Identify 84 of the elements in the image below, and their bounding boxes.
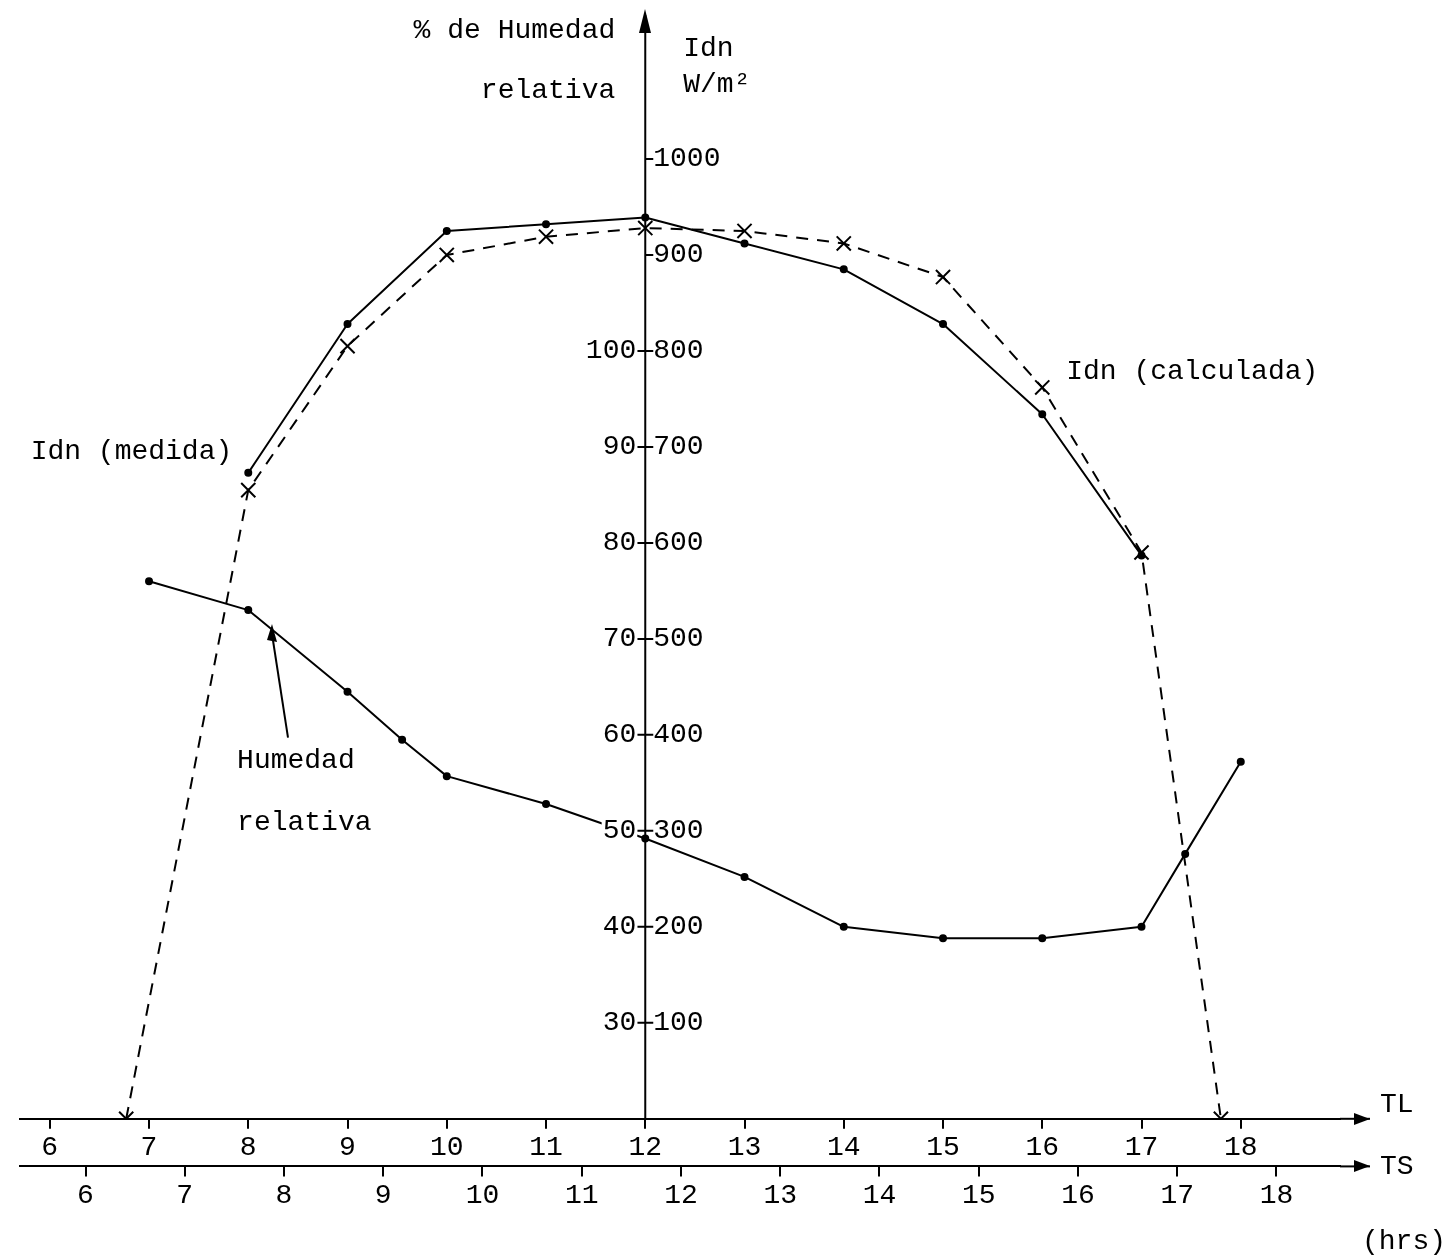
point bbox=[839, 265, 848, 274]
point bbox=[537, 228, 555, 245]
point bbox=[343, 687, 352, 696]
x2-tick-label: 17 bbox=[1160, 1179, 1195, 1211]
y-tick-label: 200 bbox=[653, 911, 704, 943]
point bbox=[1137, 922, 1146, 931]
y2-tick-label: 60 bbox=[602, 719, 637, 751]
x2-tick-label: 15 bbox=[961, 1179, 996, 1211]
point bbox=[1038, 934, 1047, 943]
y2-tick-label: 90 bbox=[602, 431, 637, 463]
point bbox=[398, 735, 407, 744]
x-tick-label: 18 bbox=[1223, 1132, 1258, 1164]
point bbox=[542, 220, 551, 229]
x2-tick-label: 18 bbox=[1259, 1179, 1294, 1211]
y-tick-label: 1000 bbox=[653, 143, 721, 175]
x-tick-label: 14 bbox=[826, 1132, 861, 1164]
y2-tick-label: 50 bbox=[602, 815, 637, 847]
point bbox=[343, 320, 352, 329]
point bbox=[839, 922, 848, 931]
x2-tick-label: 9 bbox=[374, 1179, 392, 1211]
point bbox=[442, 226, 451, 235]
y-tick-label: 900 bbox=[653, 239, 704, 271]
point bbox=[637, 220, 654, 237]
x-tick-label: 13 bbox=[727, 1132, 762, 1164]
point bbox=[939, 320, 948, 329]
point bbox=[244, 468, 253, 477]
point bbox=[1137, 551, 1146, 560]
y2-tick-label: 40 bbox=[602, 911, 637, 943]
x2-tick-label: 10 bbox=[465, 1179, 500, 1211]
point bbox=[740, 872, 749, 881]
x-tick-label: 17 bbox=[1124, 1132, 1159, 1164]
point bbox=[1181, 849, 1190, 858]
y2-tick-label: 70 bbox=[602, 623, 637, 655]
point bbox=[939, 934, 948, 943]
x2-tick-label: 6 bbox=[77, 1179, 94, 1211]
y-tick-label: 400 bbox=[653, 719, 704, 751]
text: (hrs) bbox=[1361, 1226, 1446, 1258]
y-tick-label: 800 bbox=[653, 335, 704, 367]
point bbox=[1236, 757, 1245, 766]
point bbox=[339, 338, 356, 355]
y-tick-label: 600 bbox=[653, 527, 704, 559]
y-tick-label: 500 bbox=[653, 623, 704, 655]
point bbox=[736, 222, 753, 240]
point bbox=[542, 799, 551, 808]
x-axis-title: TL bbox=[1380, 1089, 1414, 1121]
point bbox=[740, 239, 749, 248]
point bbox=[438, 246, 455, 264]
y-tick-label: 300 bbox=[653, 815, 704, 847]
y-axis-title: Idn W/m² bbox=[683, 33, 751, 101]
x-tick-label: 6 bbox=[41, 1132, 59, 1164]
x2-tick-label: 16 bbox=[1061, 1179, 1095, 1211]
x-tick-label: 16 bbox=[1025, 1132, 1060, 1164]
x2-tick-label: 12 bbox=[664, 1179, 698, 1211]
x2-tick-label: 14 bbox=[862, 1179, 897, 1211]
x2-tick-label: 13 bbox=[763, 1179, 798, 1211]
y2-tick-label: 100 bbox=[585, 335, 637, 367]
point bbox=[145, 577, 154, 586]
x-tick-label: 8 bbox=[239, 1132, 257, 1164]
x2-axis-title: TS bbox=[1380, 1150, 1414, 1182]
x-tick-label: 7 bbox=[140, 1132, 158, 1164]
y2-tick-label: 30 bbox=[602, 1007, 637, 1039]
series-label: Idn (medida) bbox=[30, 435, 233, 467]
x-tick-label: 12 bbox=[628, 1132, 663, 1164]
x2-tick-label: 7 bbox=[176, 1179, 194, 1211]
point bbox=[934, 268, 952, 286]
y2-tick-label: 80 bbox=[602, 527, 637, 559]
x-tick-label: 11 bbox=[529, 1132, 563, 1164]
y2-axis-title: % de Humedad relativa bbox=[413, 15, 616, 107]
series-label: Humedad relativa bbox=[237, 744, 372, 838]
x-tick-label: 9 bbox=[339, 1132, 356, 1164]
point bbox=[1038, 410, 1047, 419]
point bbox=[1034, 379, 1051, 396]
x2-tick-label: 8 bbox=[275, 1179, 293, 1211]
x2-tick-label: 11 bbox=[564, 1179, 599, 1211]
x-tick-label: 15 bbox=[926, 1132, 960, 1164]
point bbox=[244, 606, 253, 615]
x-tick-label: 10 bbox=[429, 1132, 464, 1164]
series-label: Idn (calculada) bbox=[1066, 356, 1319, 388]
y-tick-label: 700 bbox=[653, 431, 704, 463]
y-tick-label: 100 bbox=[653, 1007, 704, 1039]
point bbox=[835, 235, 852, 252]
point bbox=[1133, 544, 1150, 561]
point bbox=[442, 772, 451, 781]
point bbox=[240, 482, 257, 499]
